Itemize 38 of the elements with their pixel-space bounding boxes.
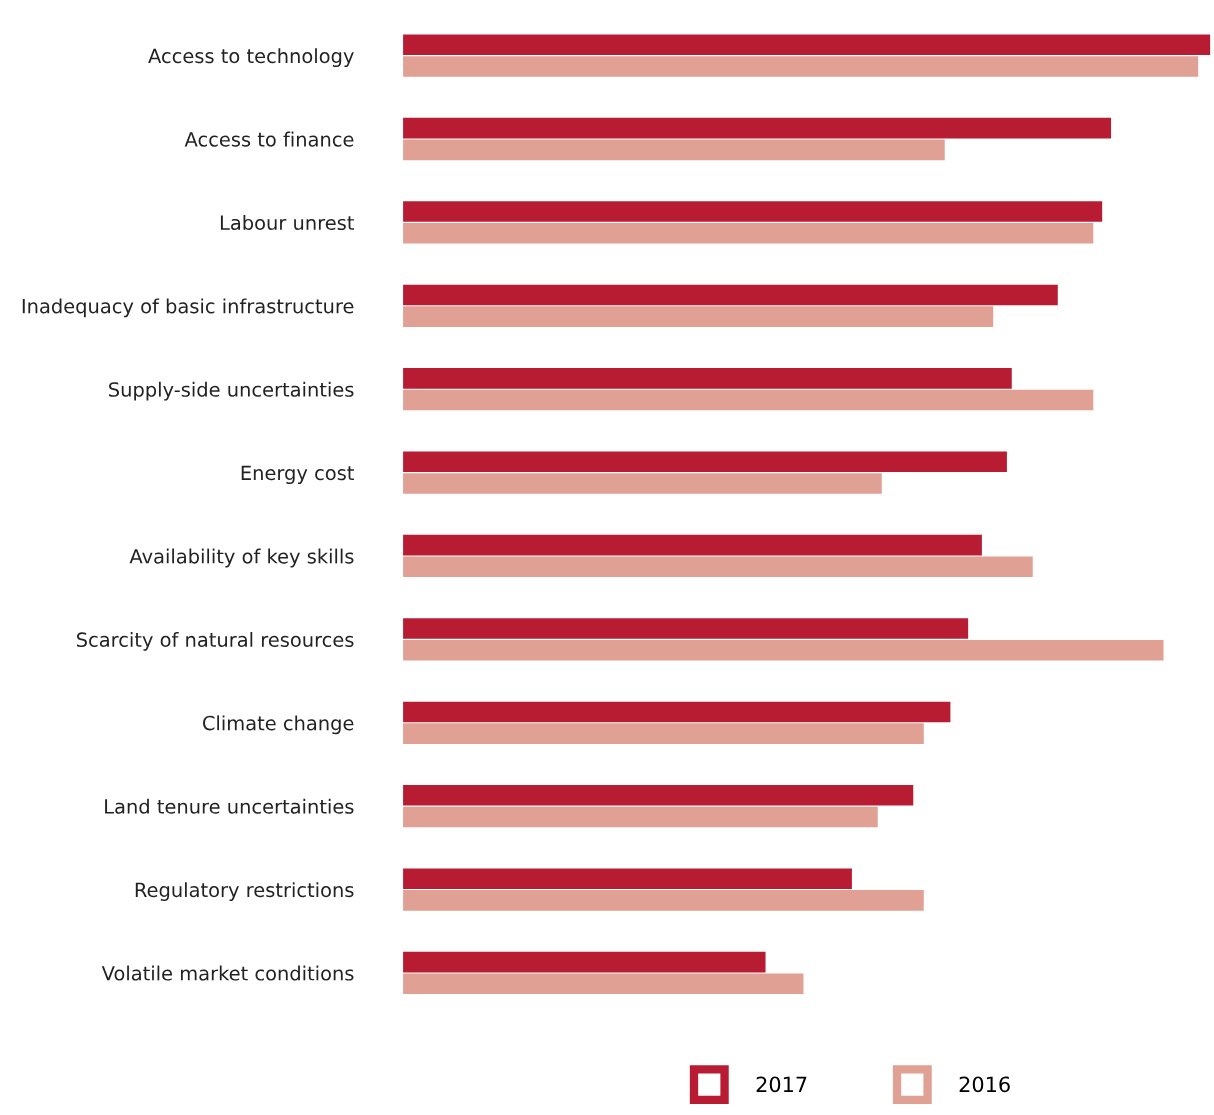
y-tick-label: Climate change [202, 715, 354, 735]
bar [403, 284, 1058, 306]
bar [403, 701, 951, 723]
bar [403, 785, 914, 806]
y-tick-label: Access to finance [184, 131, 354, 147]
y-tick-label: Access to technology [148, 48, 354, 68]
bar [403, 618, 969, 639]
bar [403, 117, 1112, 139]
bar [403, 556, 1033, 578]
legend-label: 2017 [756, 1076, 807, 1093]
bar [403, 56, 1199, 77]
bar [403, 368, 1012, 389]
bar [403, 222, 1094, 244]
bar [403, 806, 878, 828]
y-tick-label: Land tenure uncertainties [105, 798, 354, 814]
y-tick-label: Availability of key skills [129, 548, 354, 568]
bar [403, 951, 766, 973]
y-tick-label: Volatile market conditions [101, 965, 354, 981]
y-tick-label: Energy cost [241, 465, 354, 485]
y-tick-label: Labour unrest [220, 215, 354, 231]
bar [403, 868, 852, 890]
bar [403, 139, 945, 161]
y-tick-label: Inadequacy of basic infrastructure [22, 298, 354, 318]
y-tick-label: Regulatory restrictions [135, 882, 354, 901]
legend-label: 2016 [959, 1076, 1010, 1093]
bar [403, 389, 1094, 411]
bar [403, 534, 982, 556]
bar [403, 890, 924, 911]
bar [403, 639, 1164, 661]
y-tick-label: Supply-side uncertainties [109, 381, 354, 401]
y-tick-label: Scarcity of natural resources [77, 631, 354, 651]
bar [403, 201, 1103, 222]
bar [403, 473, 882, 494]
bar [403, 34, 1211, 56]
bar [403, 973, 804, 995]
bar [403, 723, 924, 744]
bar [403, 451, 1007, 473]
bar [403, 306, 994, 327]
